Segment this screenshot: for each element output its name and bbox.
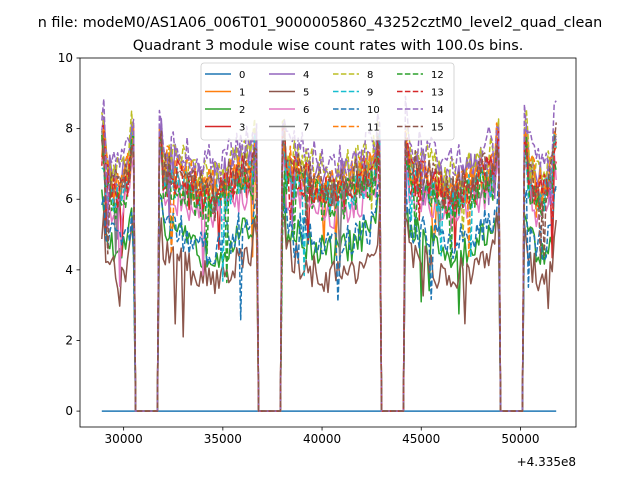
- series-line-12: [101, 134, 557, 412]
- figure-suptitle: n file: modeM0/AS1A06_006T01_9000005860_…: [38, 15, 603, 31]
- legend-label-1: 1: [239, 88, 245, 99]
- x-axis: 30000 35000 40000 45000 50000: [105, 427, 540, 446]
- y-axis: 0 2 4 6 8 10: [58, 51, 80, 418]
- series-line-5: [101, 209, 557, 412]
- y-tick-label: 0: [65, 404, 73, 418]
- legend-label-3: 3: [239, 123, 245, 134]
- legend-label-15: 15: [431, 123, 444, 134]
- y-tick-label: 6: [65, 192, 73, 206]
- series-line-9: [101, 131, 557, 412]
- x-tick-label: 30000: [105, 432, 143, 446]
- legend-label-13: 13: [431, 88, 444, 99]
- legend-box: [200, 62, 455, 141]
- x-tick-label: 40000: [303, 432, 341, 446]
- legend-label-11: 11: [367, 123, 380, 134]
- legend-label-14: 14: [431, 105, 444, 116]
- series-line-14: [101, 95, 557, 412]
- legend-label-0: 0: [239, 70, 245, 81]
- chart-title: Quadrant 3 module wise count rates with …: [133, 38, 524, 54]
- x-tick-label: 45000: [402, 432, 440, 446]
- series-line-10: [101, 175, 557, 412]
- x-axis-offset-label: +4.335e8: [517, 455, 576, 469]
- legend-label-4: 4: [303, 70, 309, 81]
- legend-label-5: 5: [303, 88, 309, 99]
- x-tick-label: 50000: [501, 432, 539, 446]
- plot-frame: [79, 57, 577, 428]
- x-tick-label: 35000: [204, 432, 242, 446]
- legend-label-9: 9: [367, 88, 373, 99]
- series-layer: [101, 95, 557, 412]
- legend-label-8: 8: [367, 70, 373, 81]
- legend-label-2: 2: [239, 105, 245, 116]
- series-line-15: [101, 122, 557, 412]
- y-tick-label: 8: [65, 122, 73, 136]
- legend-label-10: 10: [367, 105, 380, 116]
- legend-label-7: 7: [303, 123, 309, 134]
- y-tick-label: 2: [65, 333, 73, 347]
- y-tick-label: 10: [58, 51, 73, 65]
- y-tick-label: 4: [65, 263, 73, 277]
- legend-label-12: 12: [431, 70, 444, 81]
- legend-label-6: 6: [303, 105, 309, 116]
